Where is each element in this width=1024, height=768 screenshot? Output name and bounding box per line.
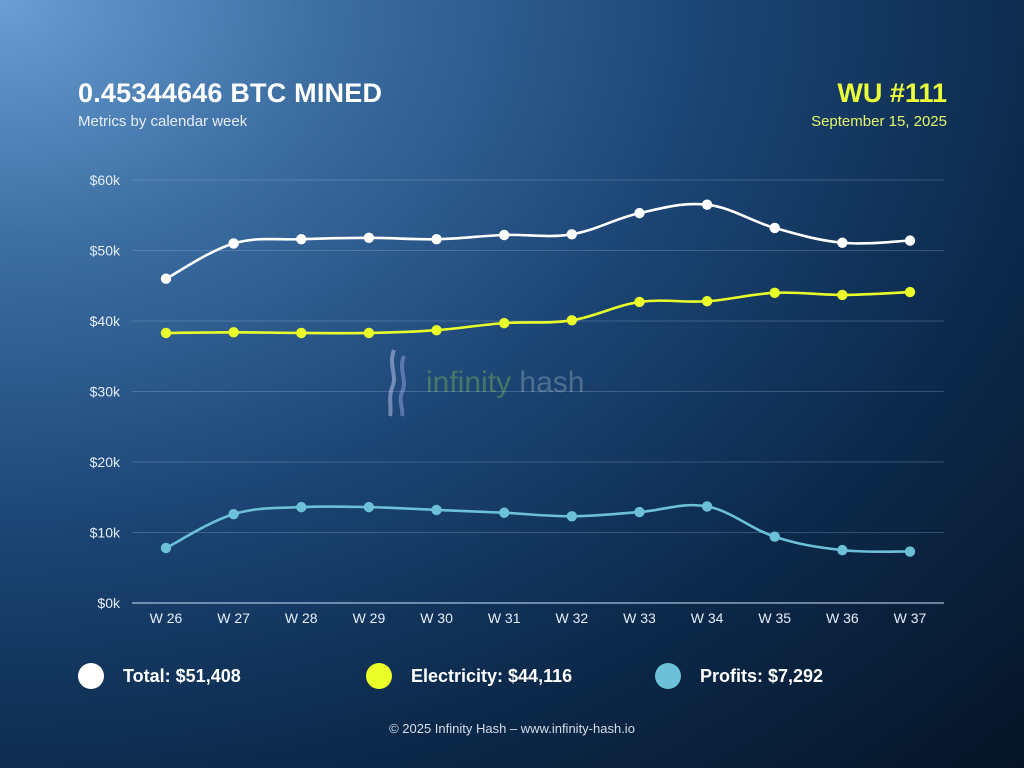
data-point-profits — [160, 542, 172, 554]
x-tick-label: W 35 — [758, 610, 791, 626]
y-tick-label: $0k — [97, 595, 121, 611]
page-subtitle: Metrics by calendar week — [78, 113, 248, 130]
legend-swatch-profits — [655, 663, 681, 689]
data-point-profits — [431, 504, 442, 516]
x-tick-label: W 26 — [150, 610, 183, 626]
watermark-logo: infinity hash — [384, 348, 584, 418]
data-point-total — [498, 229, 510, 241]
data-point-profits — [296, 501, 307, 513]
legend-label-total: Total: $51,408 — [123, 665, 241, 686]
series-profits — [160, 501, 916, 557]
y-tick-label: $50k — [90, 243, 121, 259]
report-date: September 15, 2025 — [811, 113, 947, 130]
data-point-profits — [634, 506, 645, 518]
x-tick-label: W 30 — [420, 610, 453, 626]
data-point-total — [431, 234, 442, 245]
x-tick-label: W 36 — [826, 610, 859, 626]
data-point-total — [769, 222, 780, 234]
legend-item-profits: Profits: $7,292 — [655, 663, 823, 689]
data-point-total — [701, 199, 713, 210]
legend-swatch-total — [78, 663, 104, 689]
chart-series — [160, 199, 916, 557]
data-point-profits — [228, 508, 239, 520]
data-point-total — [904, 235, 916, 246]
x-tick-label: W 34 — [691, 610, 724, 626]
data-point-electricity — [431, 324, 442, 336]
data-point-electricity — [228, 327, 239, 338]
legend-item-total: Total: $51,408 — [78, 663, 241, 689]
data-point-electricity — [498, 317, 510, 329]
series-line-electricity — [164, 290, 912, 335]
chart-legend: Total: $51,408 Electricity: $44,116 Prof… — [0, 663, 1024, 693]
y-tick-label: $20k — [90, 454, 121, 470]
data-point-total — [566, 229, 578, 240]
y-tick-label: $30k — [90, 384, 121, 400]
data-point-electricity — [296, 327, 307, 339]
page-title: 0.45344646 BTC MINED — [78, 78, 383, 108]
y-tick-label: $40k — [90, 313, 121, 329]
data-point-total — [634, 207, 645, 219]
wu-label: WU #111 — [837, 78, 947, 108]
data-point-profits — [363, 501, 375, 513]
data-point-electricity — [837, 289, 848, 301]
data-point-profits — [701, 501, 713, 512]
data-point-total — [296, 234, 307, 245]
data-point-profits — [769, 531, 780, 542]
x-tick-label: W 37 — [894, 610, 927, 626]
series-electricity — [160, 286, 916, 339]
line-chart: $0k $10k $20k $30k $40k $50k $60k W 26 W 27 W 28… — [90, 172, 944, 626]
data-point-electricity — [363, 327, 375, 339]
x-tick-label: W 28 — [285, 610, 318, 626]
data-point-electricity — [701, 296, 713, 307]
data-point-electricity — [634, 296, 645, 308]
chart-grid — [132, 179, 944, 604]
x-tick-label: W 29 — [353, 610, 386, 626]
series-line-profits — [164, 503, 912, 554]
y-tick-label: $10k — [90, 525, 121, 541]
legend-label-profits: Profits: $7,292 — [700, 665, 824, 686]
x-axis-labels: W 26 W 27 W 28 W 29 W 30 W 31 W 32 W 33 W 34 W 35… — [150, 610, 927, 626]
data-point-total — [160, 273, 172, 284]
series-total — [160, 199, 916, 284]
footer-copyright: © 2025 Infinity Hash – www.infinity-hash… — [389, 721, 635, 736]
data-point-total — [837, 237, 848, 248]
x-tick-label: W 27 — [217, 610, 250, 626]
data-point-electricity — [160, 327, 172, 339]
x-tick-label: W 31 — [488, 610, 521, 626]
legend-item-electricity: Electricity: $44,116 — [366, 663, 572, 689]
x-tick-label: W 32 — [555, 610, 588, 626]
data-point-profits — [904, 546, 916, 557]
y-axis-labels: $0k $10k $20k $30k $40k $50k $60k — [90, 172, 121, 611]
infinity-hash-logo-icon — [388, 349, 406, 417]
data-point-total — [228, 238, 239, 249]
data-point-electricity — [904, 286, 916, 298]
y-tick-label: $60k — [90, 172, 121, 188]
data-point-profits — [837, 544, 848, 556]
data-point-electricity — [769, 287, 780, 298]
watermark-text-infinity: infinity — [426, 366, 512, 399]
legend-swatch-electricity — [366, 663, 392, 689]
watermark-text-hash: hash — [519, 366, 585, 399]
data-point-electricity — [566, 315, 578, 326]
x-tick-label: W 33 — [623, 610, 656, 626]
legend-label-electricity: Electricity: $44,116 — [411, 665, 573, 686]
series-line-total — [164, 202, 912, 280]
data-point-total — [363, 232, 375, 244]
data-point-profits — [566, 511, 578, 522]
data-point-profits — [498, 507, 510, 518]
